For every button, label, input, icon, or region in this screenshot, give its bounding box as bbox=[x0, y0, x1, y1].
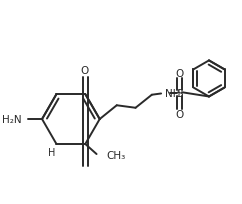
Text: O: O bbox=[175, 110, 183, 120]
Text: S: S bbox=[176, 89, 183, 99]
Text: H₂N: H₂N bbox=[2, 114, 21, 124]
Text: O: O bbox=[175, 68, 183, 78]
Text: CH₃: CH₃ bbox=[106, 151, 125, 161]
Text: O: O bbox=[80, 66, 88, 76]
Text: H: H bbox=[48, 147, 56, 157]
Text: NH: NH bbox=[165, 88, 180, 98]
